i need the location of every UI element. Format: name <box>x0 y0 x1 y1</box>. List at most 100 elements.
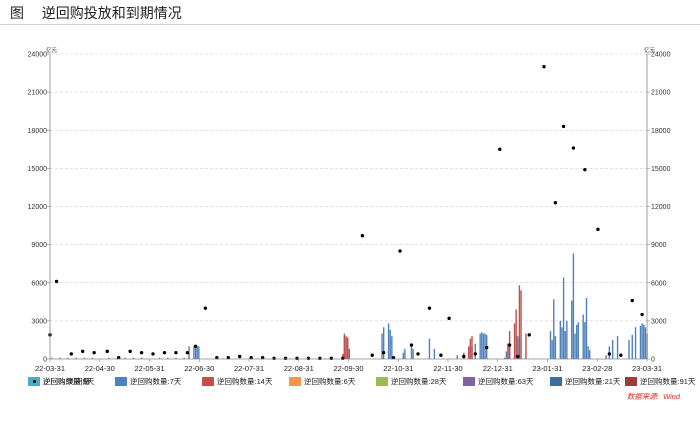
bar <box>517 336 519 360</box>
bar <box>412 348 414 359</box>
expiry-dot <box>117 356 121 360</box>
bar <box>167 357 169 359</box>
bar <box>585 298 588 359</box>
bar <box>574 333 576 359</box>
expiry-dot <box>238 354 242 359</box>
x-tick-label: 22-06-30 <box>184 364 214 373</box>
axes: 0 0 3000 3000 6000 6000 9000 9000 12000 12000 1500… <box>28 46 671 373</box>
bar <box>456 355 458 359</box>
bar <box>504 357 506 359</box>
legend-label: 逆回购数量:28天 <box>391 377 447 386</box>
bar <box>158 357 161 359</box>
bar <box>551 339 553 359</box>
legend-label: 逆回购数量:21天 <box>565 377 621 386</box>
bar <box>559 320 562 360</box>
expiry-dot <box>81 349 85 354</box>
x-tick-label: 22-10-31 <box>383 364 413 373</box>
legend-label: 逆回购数量:5天 <box>43 377 95 386</box>
expiry-dot <box>485 345 489 350</box>
expiry-dot <box>306 356 311 361</box>
bar <box>616 336 619 360</box>
bar <box>577 322 579 359</box>
expiry-dot <box>439 353 443 357</box>
bar <box>564 331 566 359</box>
gridlines <box>50 53 647 322</box>
bar <box>505 351 508 360</box>
expiry-dot <box>381 350 386 355</box>
expiry-dot <box>162 350 167 355</box>
bar <box>124 357 126 359</box>
bar <box>520 290 522 360</box>
legend-swatch <box>550 377 562 386</box>
expiry-dot <box>295 356 299 361</box>
bar <box>428 338 431 359</box>
bar <box>471 336 473 360</box>
bar <box>198 346 200 359</box>
bar <box>193 346 195 359</box>
bar <box>481 332 483 359</box>
legend-swatch <box>625 377 637 386</box>
expiry-dot <box>105 349 109 354</box>
expiry-dot <box>561 124 566 129</box>
bar <box>108 357 110 359</box>
bar <box>628 339 630 359</box>
bar <box>561 327 563 359</box>
bar-series <box>50 253 648 360</box>
legend-item: 逆回购:到期量 <box>28 376 90 387</box>
expiry-dot <box>571 146 576 150</box>
bar <box>474 343 476 359</box>
bar <box>589 350 591 359</box>
legend-item: 逆回购数量:14天 <box>202 376 272 387</box>
bar <box>605 355 607 359</box>
expiry-dot <box>416 352 420 356</box>
expiry-dot <box>553 200 558 205</box>
legend-label: 逆回购数量:6天 <box>304 377 356 386</box>
legend-label: 逆回购数量:63天 <box>478 377 534 386</box>
bar <box>67 357 69 359</box>
y-tick-label-left: 24000 <box>28 52 48 59</box>
bar <box>348 348 351 359</box>
legend-swatch <box>289 377 301 386</box>
bar <box>553 299 555 359</box>
expiry-dot <box>193 344 198 348</box>
bar <box>572 253 575 359</box>
y-tick-label-right: 12000 <box>651 204 671 211</box>
expiry-dot <box>583 167 587 172</box>
y-tick-label-right: 9000 <box>651 242 667 249</box>
title-bar: 图 逆回购投放和到期情况 <box>0 0 700 25</box>
y-tick-label-left: 6000 <box>31 280 47 287</box>
expiry-dot <box>607 352 612 356</box>
y-tick-label-right: 0 <box>651 357 655 364</box>
x-tick-label: 22-12-31 <box>483 364 513 373</box>
expiry-dot <box>498 147 502 152</box>
x-tick-label: 22-08-31 <box>284 364 314 373</box>
y-tick-label-right: 21000 <box>651 90 671 97</box>
bar <box>562 277 565 359</box>
y-tick-label-left: 9000 <box>31 242 47 249</box>
expiry-dot <box>283 356 288 361</box>
x-tick-label: 23-03-31 <box>632 364 662 373</box>
expiry-dot <box>398 249 402 253</box>
source-note: 数据来源: Wind <box>626 392 680 401</box>
expiry-dot <box>427 306 432 310</box>
x-tick-label: 22-07-31 <box>234 364 264 373</box>
bar <box>575 324 578 359</box>
expiry-dot <box>128 349 132 354</box>
expiry-dot <box>151 352 155 356</box>
bar <box>479 333 481 359</box>
bar <box>584 322 586 359</box>
bar <box>342 353 344 359</box>
bar <box>643 324 645 359</box>
expiry-dot <box>447 316 451 321</box>
expiry-dot <box>215 356 219 360</box>
x-tick-label: 22-03-31 <box>35 364 65 373</box>
expiry-dot <box>272 356 276 361</box>
expiry-dot <box>329 356 334 361</box>
y-tick-label-right: 18000 <box>651 128 671 135</box>
y-tick-label-left: 12000 <box>28 204 48 211</box>
y-tick-label-left: 15000 <box>28 166 48 173</box>
bar <box>468 346 470 359</box>
bar <box>183 357 185 359</box>
expiry-dot <box>409 343 414 347</box>
x-tick-label: 23-02-28 <box>582 364 612 373</box>
